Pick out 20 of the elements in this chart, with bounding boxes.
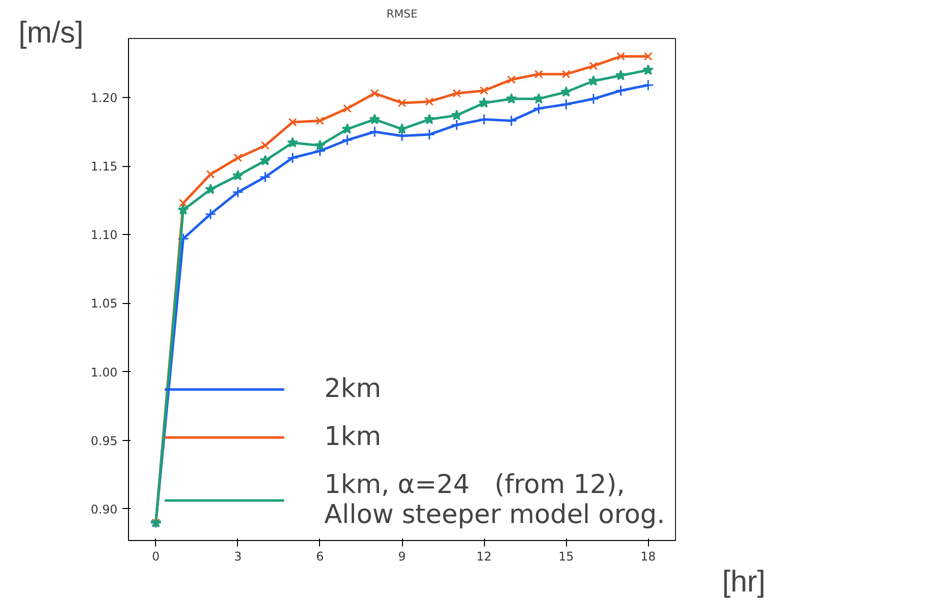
y-tick-label: 1.10 bbox=[90, 228, 118, 242]
x-tick-label: 12 bbox=[476, 550, 492, 564]
y-tick-label: 1.00 bbox=[90, 365, 118, 380]
x-tick-label: 6 bbox=[316, 550, 324, 564]
x-tick-label: 0 bbox=[152, 550, 160, 564]
y-tick-label: 1.15 bbox=[90, 160, 118, 174]
y-tick-label: 1.05 bbox=[90, 296, 118, 311]
legend-label: 2km bbox=[324, 374, 382, 404]
x-tick-label: 3 bbox=[234, 550, 242, 564]
chart-title: RMSE bbox=[386, 8, 418, 20]
y-axis-title: [m/s] bbox=[18, 16, 84, 50]
legend-label: 1km, α=24 (from 12), Allow steeper model orog. bbox=[324, 470, 665, 530]
y-tick-label: 0.90 bbox=[90, 502, 118, 516]
x-axis-title: [hr] bbox=[722, 566, 766, 598]
x-tick-label: 9 bbox=[398, 550, 406, 564]
x-tick-label: 18 bbox=[640, 550, 656, 564]
legend-label: 1km bbox=[324, 422, 382, 452]
x-tick-label: 15 bbox=[558, 550, 574, 564]
y-tick-label: 0.95 bbox=[90, 434, 118, 448]
y-tick-label: 1.20 bbox=[90, 90, 118, 105]
